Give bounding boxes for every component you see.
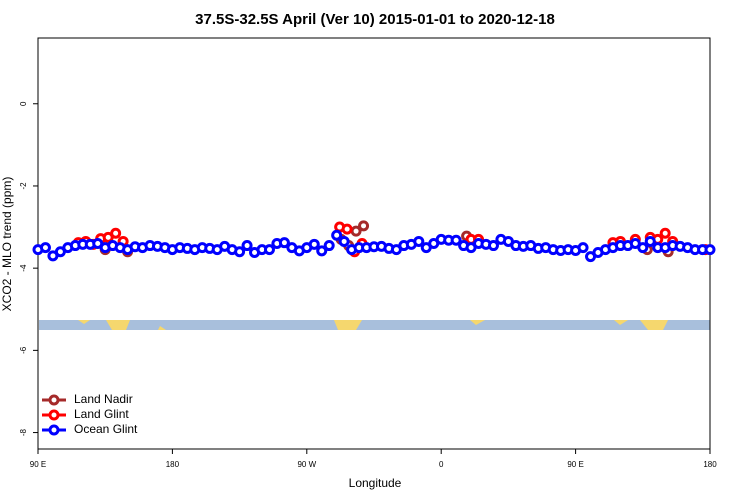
point: [659, 227, 671, 239]
point: [577, 242, 589, 254]
x-tick-label: 180: [166, 460, 180, 469]
y-tick-label: -8: [19, 428, 28, 436]
x-tick-label: 90 E: [30, 460, 46, 469]
point: [487, 240, 499, 252]
x-axis-label: Longitude: [349, 476, 402, 490]
plot-frame: [37, 37, 711, 450]
point: [450, 234, 462, 246]
legend-label: Land Glint: [74, 407, 129, 421]
point: [263, 244, 275, 256]
x-tick-label: 90 E: [567, 460, 583, 469]
point: [358, 220, 370, 232]
y-tick-label: -6: [19, 346, 28, 354]
point: [644, 235, 656, 247]
legend-marker: [48, 409, 60, 421]
point: [331, 229, 343, 241]
legend-label: Land Nadir: [74, 392, 133, 406]
y-tick-label: -4: [19, 264, 28, 272]
x-tick-label: 180: [703, 460, 717, 469]
legend-marker: [48, 424, 60, 436]
point: [323, 240, 335, 252]
point: [110, 227, 122, 239]
legend-marker: [48, 394, 60, 406]
chart-title: 37.5S-32.5S April (Ver 10) 2015-01-01 to…: [195, 11, 555, 28]
y-tick-label: 0: [19, 101, 28, 106]
x-tick-label: 90 W: [297, 460, 316, 469]
point: [39, 242, 51, 254]
point: [234, 246, 246, 258]
legend-label: Ocean Glint: [74, 422, 138, 436]
point: [637, 242, 649, 254]
map-strip: [39, 320, 710, 330]
point: [341, 223, 353, 235]
point: [704, 244, 716, 256]
y-tick-label: -2: [19, 182, 28, 190]
x-tick-label: 0: [439, 460, 444, 469]
point: [308, 238, 320, 250]
point: [278, 237, 290, 249]
y-axis-label: XCO2 - MLO trend (ppm): [0, 177, 14, 312]
point: [241, 240, 253, 252]
point: [316, 245, 328, 257]
point: [413, 235, 425, 247]
point: [338, 235, 350, 247]
